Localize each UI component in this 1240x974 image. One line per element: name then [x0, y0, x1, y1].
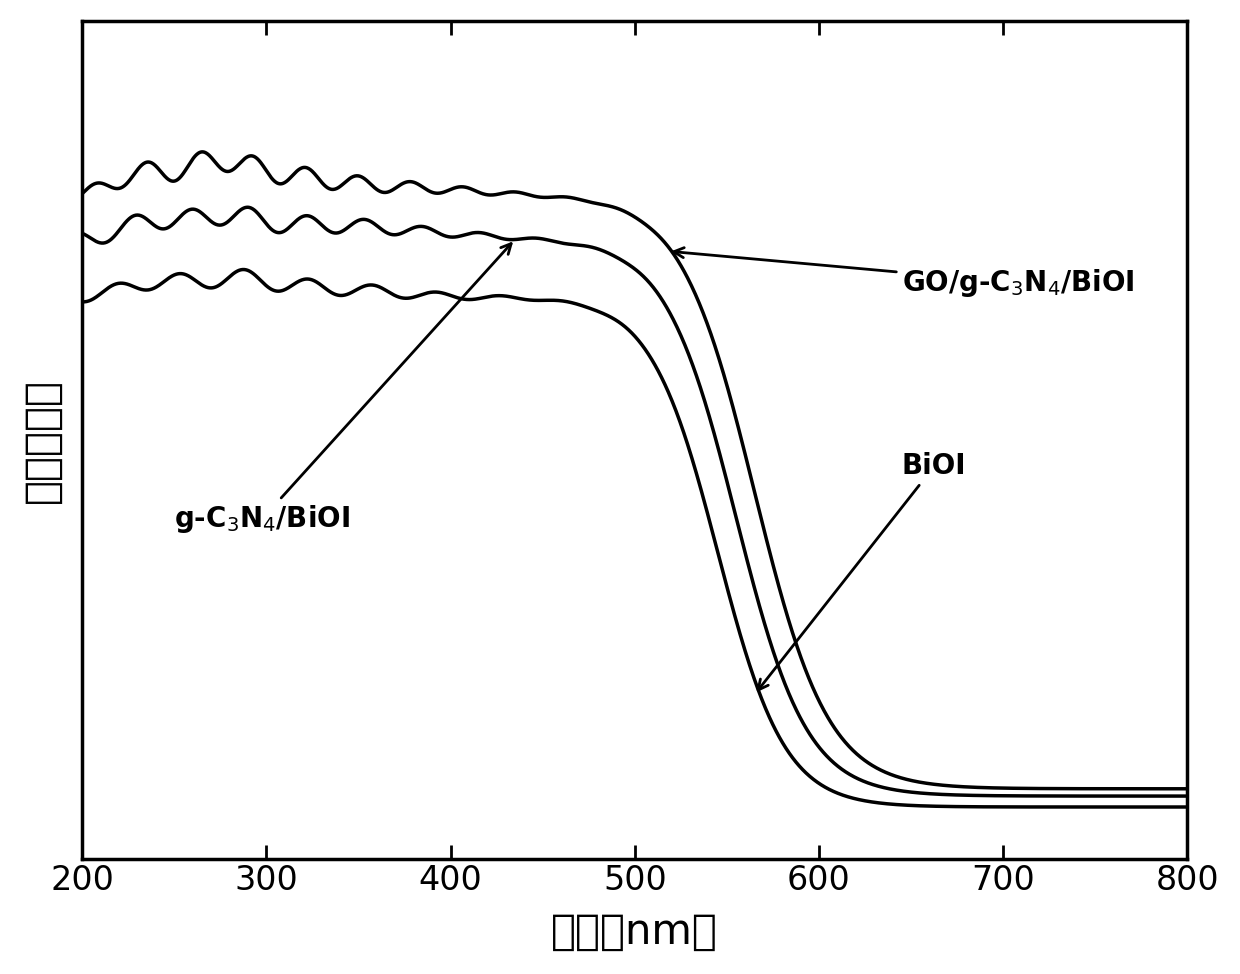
Text: BiOI: BiOI [758, 452, 966, 690]
Text: g-C$_3$N$_4$/BiOI: g-C$_3$N$_4$/BiOI [175, 244, 511, 535]
X-axis label: 波长（nm）: 波长（nm） [552, 911, 718, 954]
Y-axis label: 相对吸光度: 相对吸光度 [21, 378, 63, 503]
Text: GO/g-C$_3$N$_4$/BiOI: GO/g-C$_3$N$_4$/BiOI [673, 247, 1135, 299]
